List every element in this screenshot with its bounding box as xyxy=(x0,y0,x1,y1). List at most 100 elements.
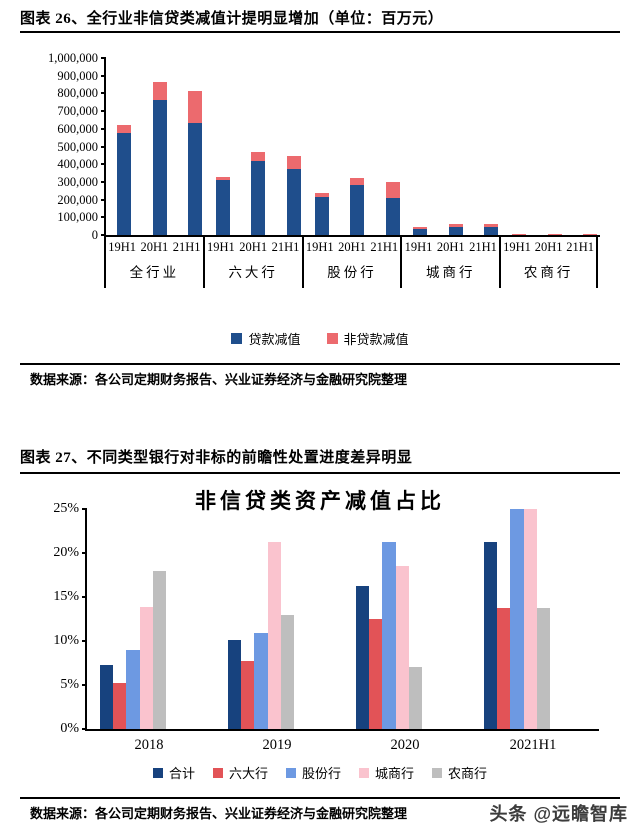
bar-segment-非贷款减值 xyxy=(448,223,463,227)
chart1-y-tick-label: 900,000 xyxy=(57,68,98,83)
bar-segment-贷款减值 xyxy=(215,180,230,235)
legend-item-城商行: 城商行 xyxy=(359,763,414,782)
chart1-y-tick-label: 200,000 xyxy=(57,192,98,207)
period-label: 21H1 xyxy=(370,240,399,254)
chart2-y-tick-mark xyxy=(82,552,87,554)
bar-segment-非贷款减值 xyxy=(117,125,131,134)
period-label: 19H1 xyxy=(404,240,433,254)
chart2-x-axis: 2018 2019 2020 2021H1 xyxy=(85,737,597,754)
bar-segment-贷款减值 xyxy=(286,168,301,235)
chart2-y-tick-label: 25% xyxy=(53,501,79,516)
period-labels: 19H1 20H1 21H1 xyxy=(304,237,401,258)
bar-segment-贷款减值 xyxy=(188,122,202,235)
chart1-y-tick-label: 600,000 xyxy=(57,121,98,136)
chart1-y-tick-mark xyxy=(101,180,106,183)
chart1-y-tick-mark xyxy=(101,163,106,166)
bar-合计 xyxy=(228,640,242,729)
chart2-y-tick-label: 20% xyxy=(53,545,79,560)
bar-segment-非贷款减值 xyxy=(251,151,266,161)
bar-segment-贷款减值 xyxy=(583,234,598,235)
chart1-y-tick-mark xyxy=(101,145,106,148)
bar-农商行 xyxy=(536,608,550,729)
group-label: 六大行 xyxy=(228,265,278,280)
chart1-y-tick-mark xyxy=(101,92,106,95)
legend-label: 六大行 xyxy=(228,766,268,781)
chart2-y-tick-label: 15% xyxy=(53,589,79,604)
legend-swatch-icon xyxy=(285,767,296,778)
bar-股份行 xyxy=(510,509,524,729)
chart1-y-tick-label: 0 xyxy=(91,228,98,242)
chart1-y-tick-mark xyxy=(101,198,106,201)
category-group-城商行: 19H1 20H1 21H1 城商行 xyxy=(400,237,499,288)
bar-农商行 xyxy=(280,615,294,729)
bar-segment-非贷款减值 xyxy=(188,90,202,123)
chart1-y-tick-label: 800,000 xyxy=(57,86,98,101)
bar-六大行 xyxy=(241,661,255,729)
watermark-logo: 头条 @远瞻智库 xyxy=(489,804,628,824)
legend-label: 股份行 xyxy=(301,766,341,781)
legend-label: 贷款减值 xyxy=(248,332,301,347)
chart1-category-axis: 19H1 20H1 21H1 全行业 19H1 20H1 21H1 六大行 19H1 20H1 21… xyxy=(104,237,598,288)
bar-segment-非贷款减值 xyxy=(314,193,329,198)
chart1-y-tick-mark xyxy=(101,110,106,113)
bar-segment-贷款减值 xyxy=(547,234,562,235)
bar-segment-非贷款减值 xyxy=(215,176,230,181)
period-label: 20H1 xyxy=(534,240,563,254)
period-label: 21H1 xyxy=(271,240,300,254)
bar-六大行 xyxy=(113,683,127,729)
chart1-y-tick-mark xyxy=(101,234,106,236)
x-category-label: 2020 xyxy=(390,737,420,753)
period-label: 19H1 xyxy=(305,240,334,254)
legend-item-股份行: 股份行 xyxy=(285,763,341,782)
legend-swatch-icon xyxy=(326,333,338,344)
legend-label: 非贷款减值 xyxy=(343,332,409,347)
chart2-y-tick-mark xyxy=(82,728,87,730)
footer-rule xyxy=(20,797,620,799)
figure27-source: 数据来源：各公司定期财务报告、兴业证券经济与金融研究院整理 xyxy=(30,806,408,821)
bar-segment-非贷款减值 xyxy=(583,233,598,235)
figure26-bottom-rule xyxy=(20,363,620,365)
bar-城商行 xyxy=(395,566,409,729)
period-labels: 19H1 20H1 21H1 xyxy=(501,237,596,258)
x-category-label: 2019 xyxy=(262,737,292,753)
bar-segment-贷款减值 xyxy=(512,234,527,235)
figure27-title: 图表 27、不同类型银行对非标的前瞻性处置进度差异明显 xyxy=(20,450,413,466)
legend-item-农商行: 农商行 xyxy=(432,763,487,782)
legend-swatch-icon xyxy=(152,767,163,778)
chart2-y-tick-mark xyxy=(82,684,87,686)
category-group-农商行: 19H1 20H1 21H1 农商行 xyxy=(499,237,598,288)
period-labels: 19H1 20H1 21H1 xyxy=(402,237,499,258)
bar-segment-非贷款减值 xyxy=(484,223,499,228)
chart1-y-tick-label: 700,000 xyxy=(57,104,98,119)
chart2-title: 非信贷类资产减值占比 xyxy=(195,489,445,513)
bar-segment-贷款减值 xyxy=(251,160,266,235)
period-labels: 19H1 20H1 21H1 xyxy=(205,237,302,258)
bar-segment-贷款减值 xyxy=(413,228,428,235)
chart1-y-tick-mark xyxy=(101,74,106,77)
x-category-label: 2018 xyxy=(134,737,164,753)
x-category-label: 2021H1 xyxy=(509,737,557,753)
period-label: 21H1 xyxy=(566,240,595,254)
chart1-y-tick-label: 400,000 xyxy=(57,157,98,172)
figure27-chart: 非信贷类资产减值占比 25% 20% 15% 10% 5% 0% 2018 2019 2020… xyxy=(20,479,620,779)
bar-segment-非贷款减值 xyxy=(350,177,365,186)
period-label: 19H1 xyxy=(207,240,235,254)
bar-农商行 xyxy=(152,571,166,729)
group-label: 农商行 xyxy=(523,265,574,280)
bar-股份行 xyxy=(382,541,396,729)
bar-segment-非贷款减值 xyxy=(385,181,400,198)
group-label: 城商行 xyxy=(426,265,476,280)
bar-合计 xyxy=(484,541,498,729)
chart1-y-tick-label: 100,000 xyxy=(57,210,98,225)
chart1-y-tick-mark xyxy=(101,57,106,59)
legend-label: 合计 xyxy=(168,766,195,781)
chart1-plot: 1,000,000 900,000 800,000 700,000 600,000 500… xyxy=(48,51,600,242)
bar-segment-非贷款减值 xyxy=(152,81,167,100)
chart1-legend: 贷款减值 非贷款减值 xyxy=(0,329,640,348)
chart2-y-tick-label: 10% xyxy=(53,633,79,648)
category-group-股份行: 19H1 20H1 21H1 股份行 xyxy=(301,237,401,288)
group-label: 全行业 xyxy=(129,265,180,280)
bar-城商行 xyxy=(139,606,153,729)
chart2-y-tick-mark xyxy=(82,640,87,642)
